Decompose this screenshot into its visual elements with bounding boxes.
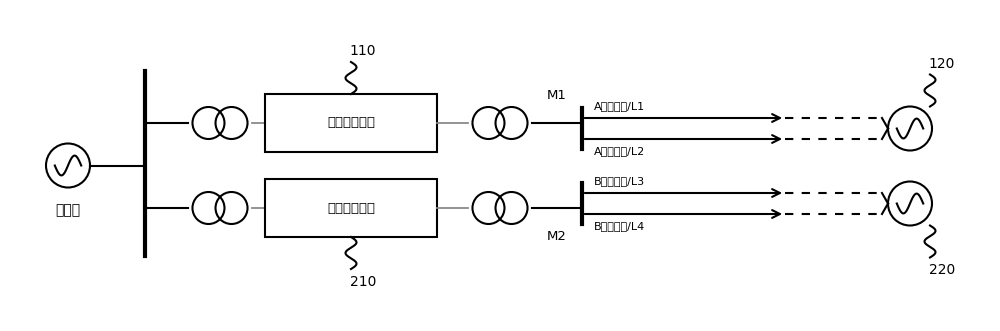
Bar — [265, 179, 437, 237]
Text: 大电网: 大电网 — [55, 204, 81, 217]
Text: A侧线路甲/L1: A侧线路甲/L1 — [594, 101, 645, 111]
Text: A侧线路乙/L2: A侧线路乙/L2 — [594, 146, 645, 156]
Text: 120: 120 — [929, 57, 955, 71]
Text: B侧线路乙/L4: B侧线路乙/L4 — [594, 221, 645, 231]
Bar — [265, 94, 437, 152]
Text: 110: 110 — [350, 44, 376, 58]
Text: 210: 210 — [350, 275, 376, 289]
Text: 第二柔直单元: 第二柔直单元 — [327, 202, 375, 214]
Text: 第一柔直单元: 第一柔直单元 — [327, 117, 375, 129]
Text: M1: M1 — [547, 89, 567, 102]
Text: M2: M2 — [547, 230, 567, 243]
Text: B侧线路甲/L3: B侧线路甲/L3 — [594, 176, 645, 186]
Text: 220: 220 — [929, 263, 955, 277]
